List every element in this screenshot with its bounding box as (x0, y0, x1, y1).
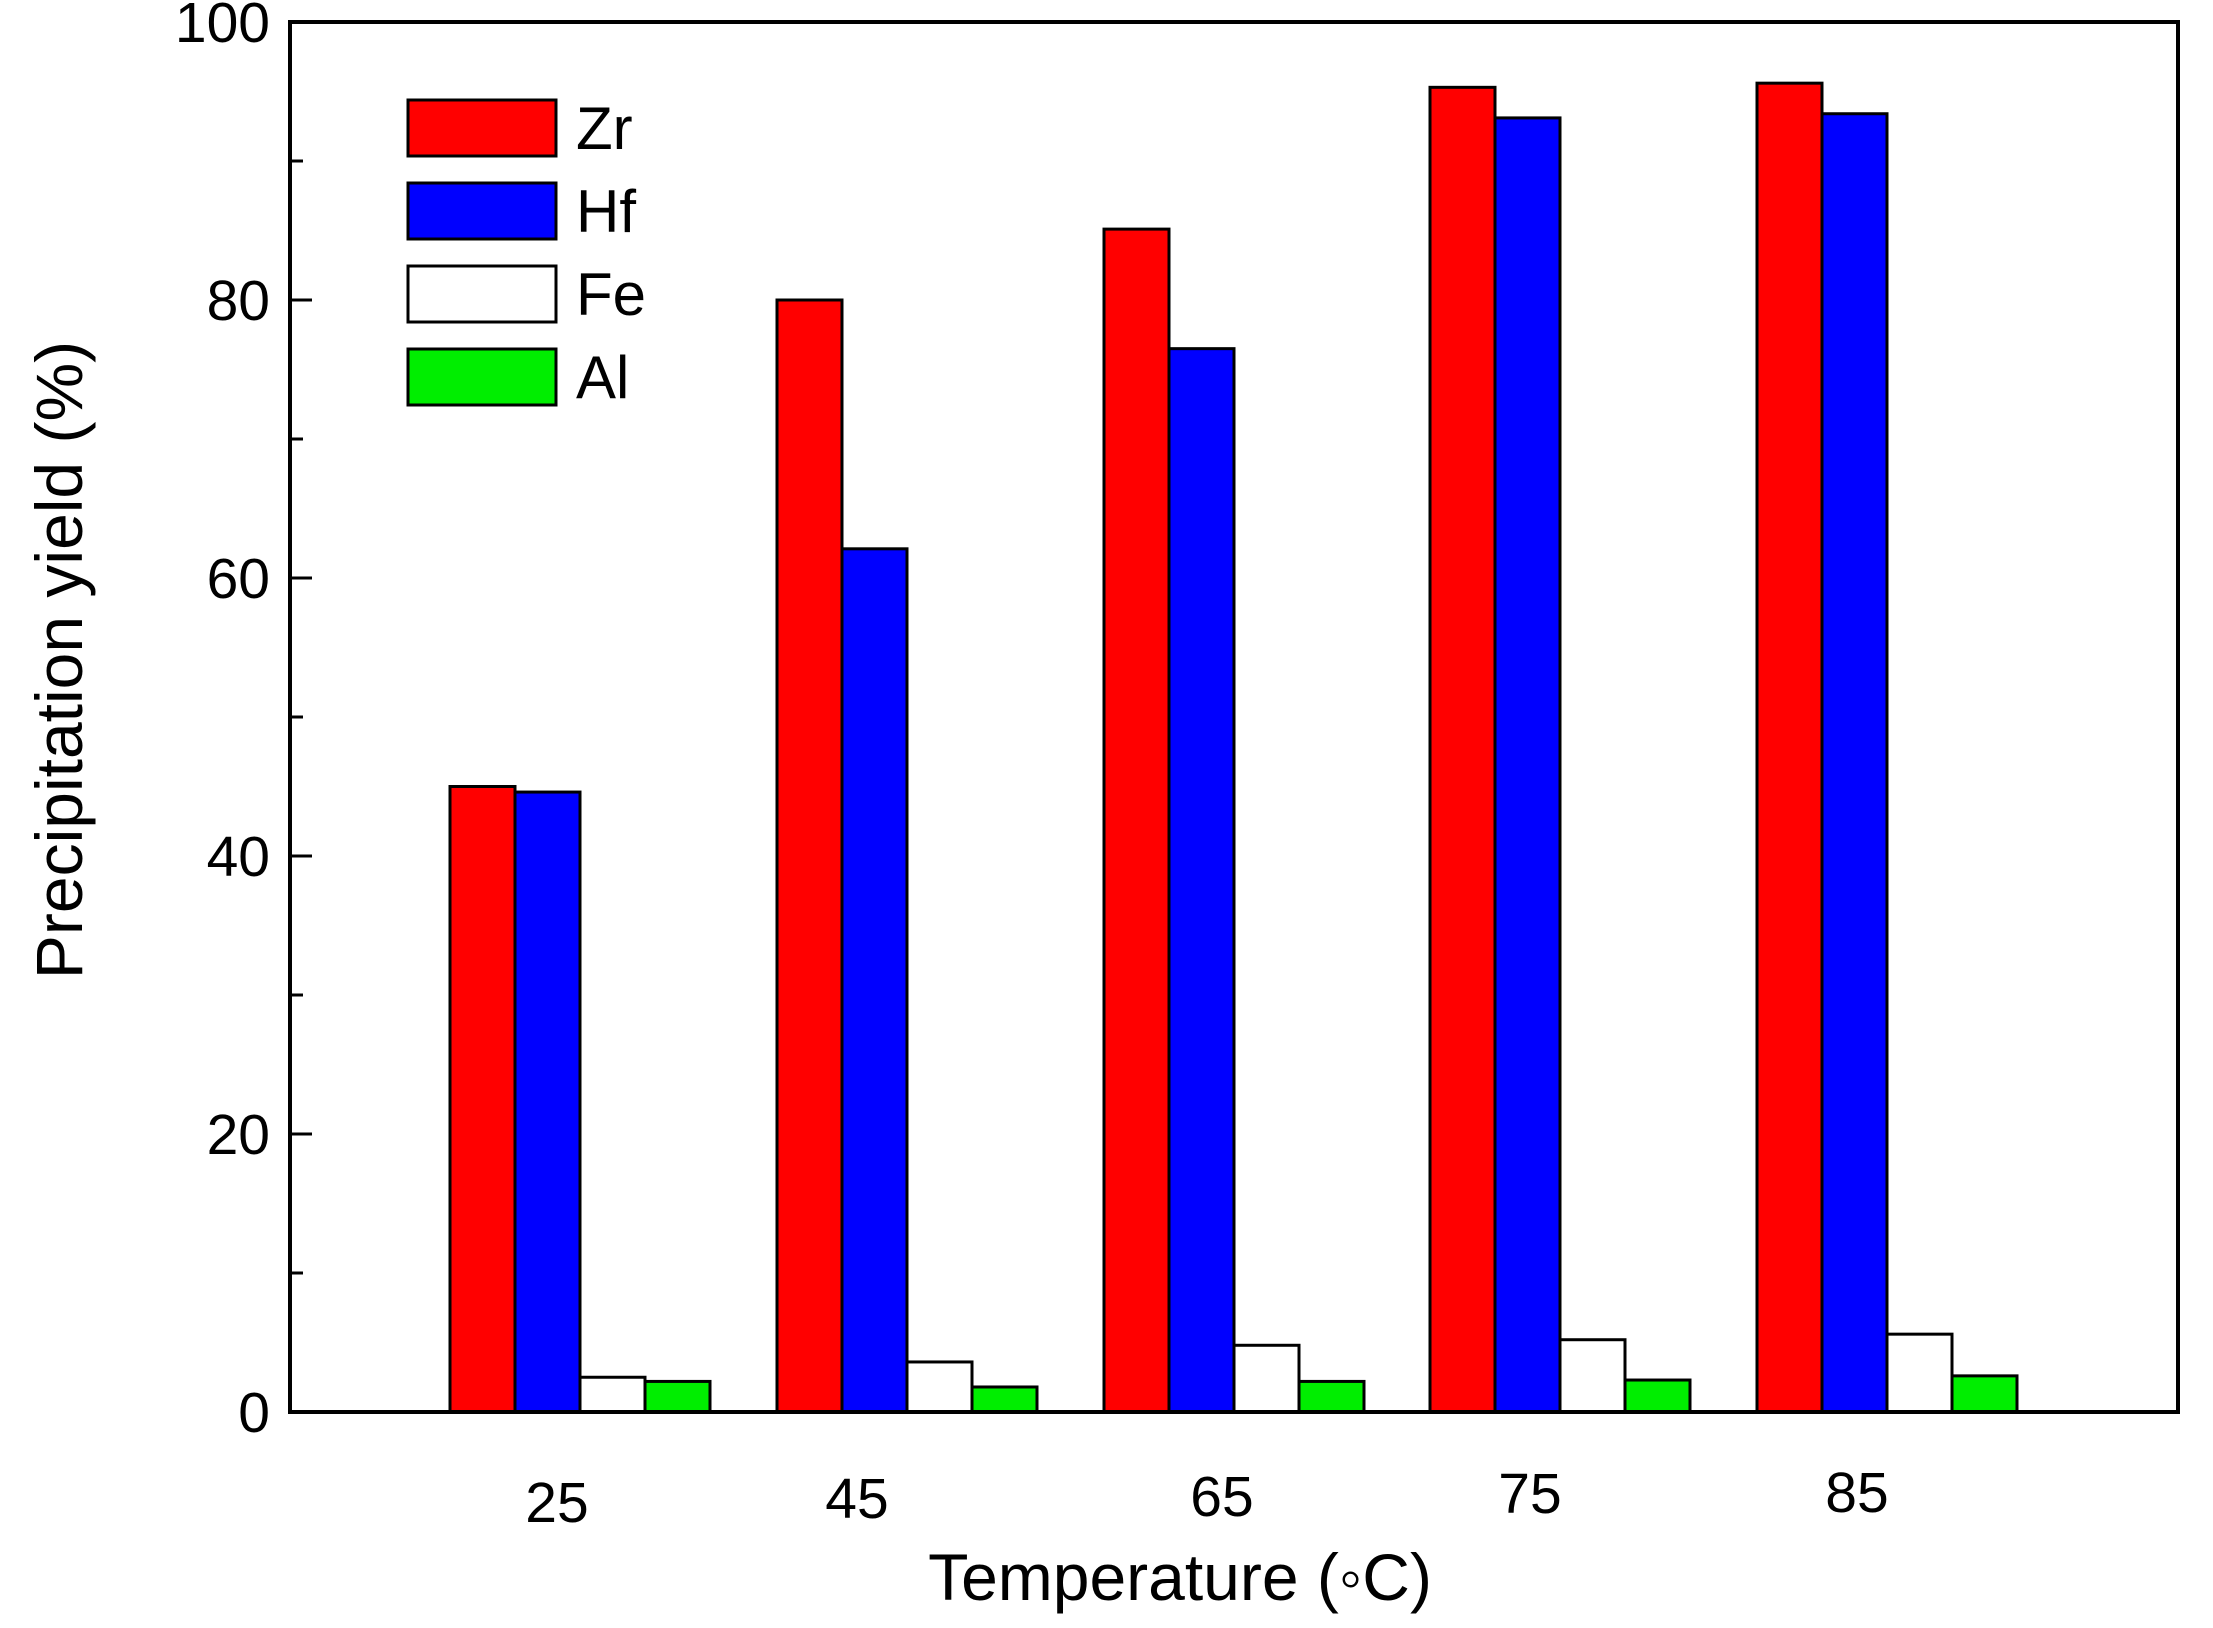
bar-hf-85 (1820, 112, 1889, 1414)
bar-zr-75 (1428, 85, 1497, 1414)
legend-swatch-al (406, 347, 558, 407)
bar-hf-65 (1167, 347, 1236, 1414)
x-axis-title: Temperature (◦C) (928, 1540, 1432, 1614)
y-tick-label-0: 0 (238, 1381, 270, 1445)
bar-al-25 (643, 1379, 712, 1414)
legend: Zr Hf Fe Al (406, 95, 646, 411)
bar-fe-25 (578, 1375, 647, 1414)
y-axis: 0 20 40 60 80 100 (175, 0, 312, 1445)
bar-al-45 (970, 1385, 1039, 1414)
bar-hf-25 (513, 790, 582, 1414)
bar-zr-85 (1755, 81, 1824, 1414)
legend-swatch-fe (406, 264, 558, 324)
legend-swatch-hf (406, 181, 558, 241)
y-axis-title: Precipitation yield (%) (22, 341, 96, 979)
bar-zr-45 (775, 298, 844, 1414)
x-tick-label-85: 85 (1825, 1461, 1888, 1525)
x-tick-label-25: 25 (525, 1471, 588, 1535)
y-tick-label-20: 20 (207, 1103, 270, 1167)
bar-fe-45 (905, 1360, 974, 1414)
y-tick-label-60: 60 (207, 547, 270, 611)
legend-label-fe: Fe (576, 261, 646, 328)
bar-zr-65 (1102, 227, 1171, 1414)
bar-al-85 (1950, 1374, 2019, 1414)
bar-zr-25 (448, 785, 517, 1414)
x-tick-label-45: 45 (825, 1467, 888, 1531)
bar-hf-45 (840, 547, 909, 1414)
x-tick-label-75: 75 (1498, 1462, 1561, 1526)
x-axis: 25 45 65 75 85 (525, 1461, 1888, 1535)
y-tick-label-80: 80 (207, 269, 270, 333)
y-tick-label-40: 40 (207, 825, 270, 889)
bar-fe-65 (1232, 1343, 1301, 1414)
legend-label-al: Al (576, 344, 629, 411)
legend-label-zr: Zr (576, 95, 633, 162)
bar-fe-85 (1885, 1332, 1954, 1414)
bar-al-75 (1623, 1378, 1692, 1414)
x-tick-label-65: 65 (1190, 1465, 1253, 1529)
bar-hf-75 (1493, 116, 1562, 1414)
legend-swatch-zr (406, 98, 558, 158)
bars-layer (448, 81, 2019, 1414)
bar-al-65 (1297, 1379, 1366, 1414)
legend-label-hf: Hf (576, 178, 636, 245)
y-tick-label-100: 100 (175, 0, 270, 55)
bar-fe-75 (1558, 1338, 1627, 1414)
